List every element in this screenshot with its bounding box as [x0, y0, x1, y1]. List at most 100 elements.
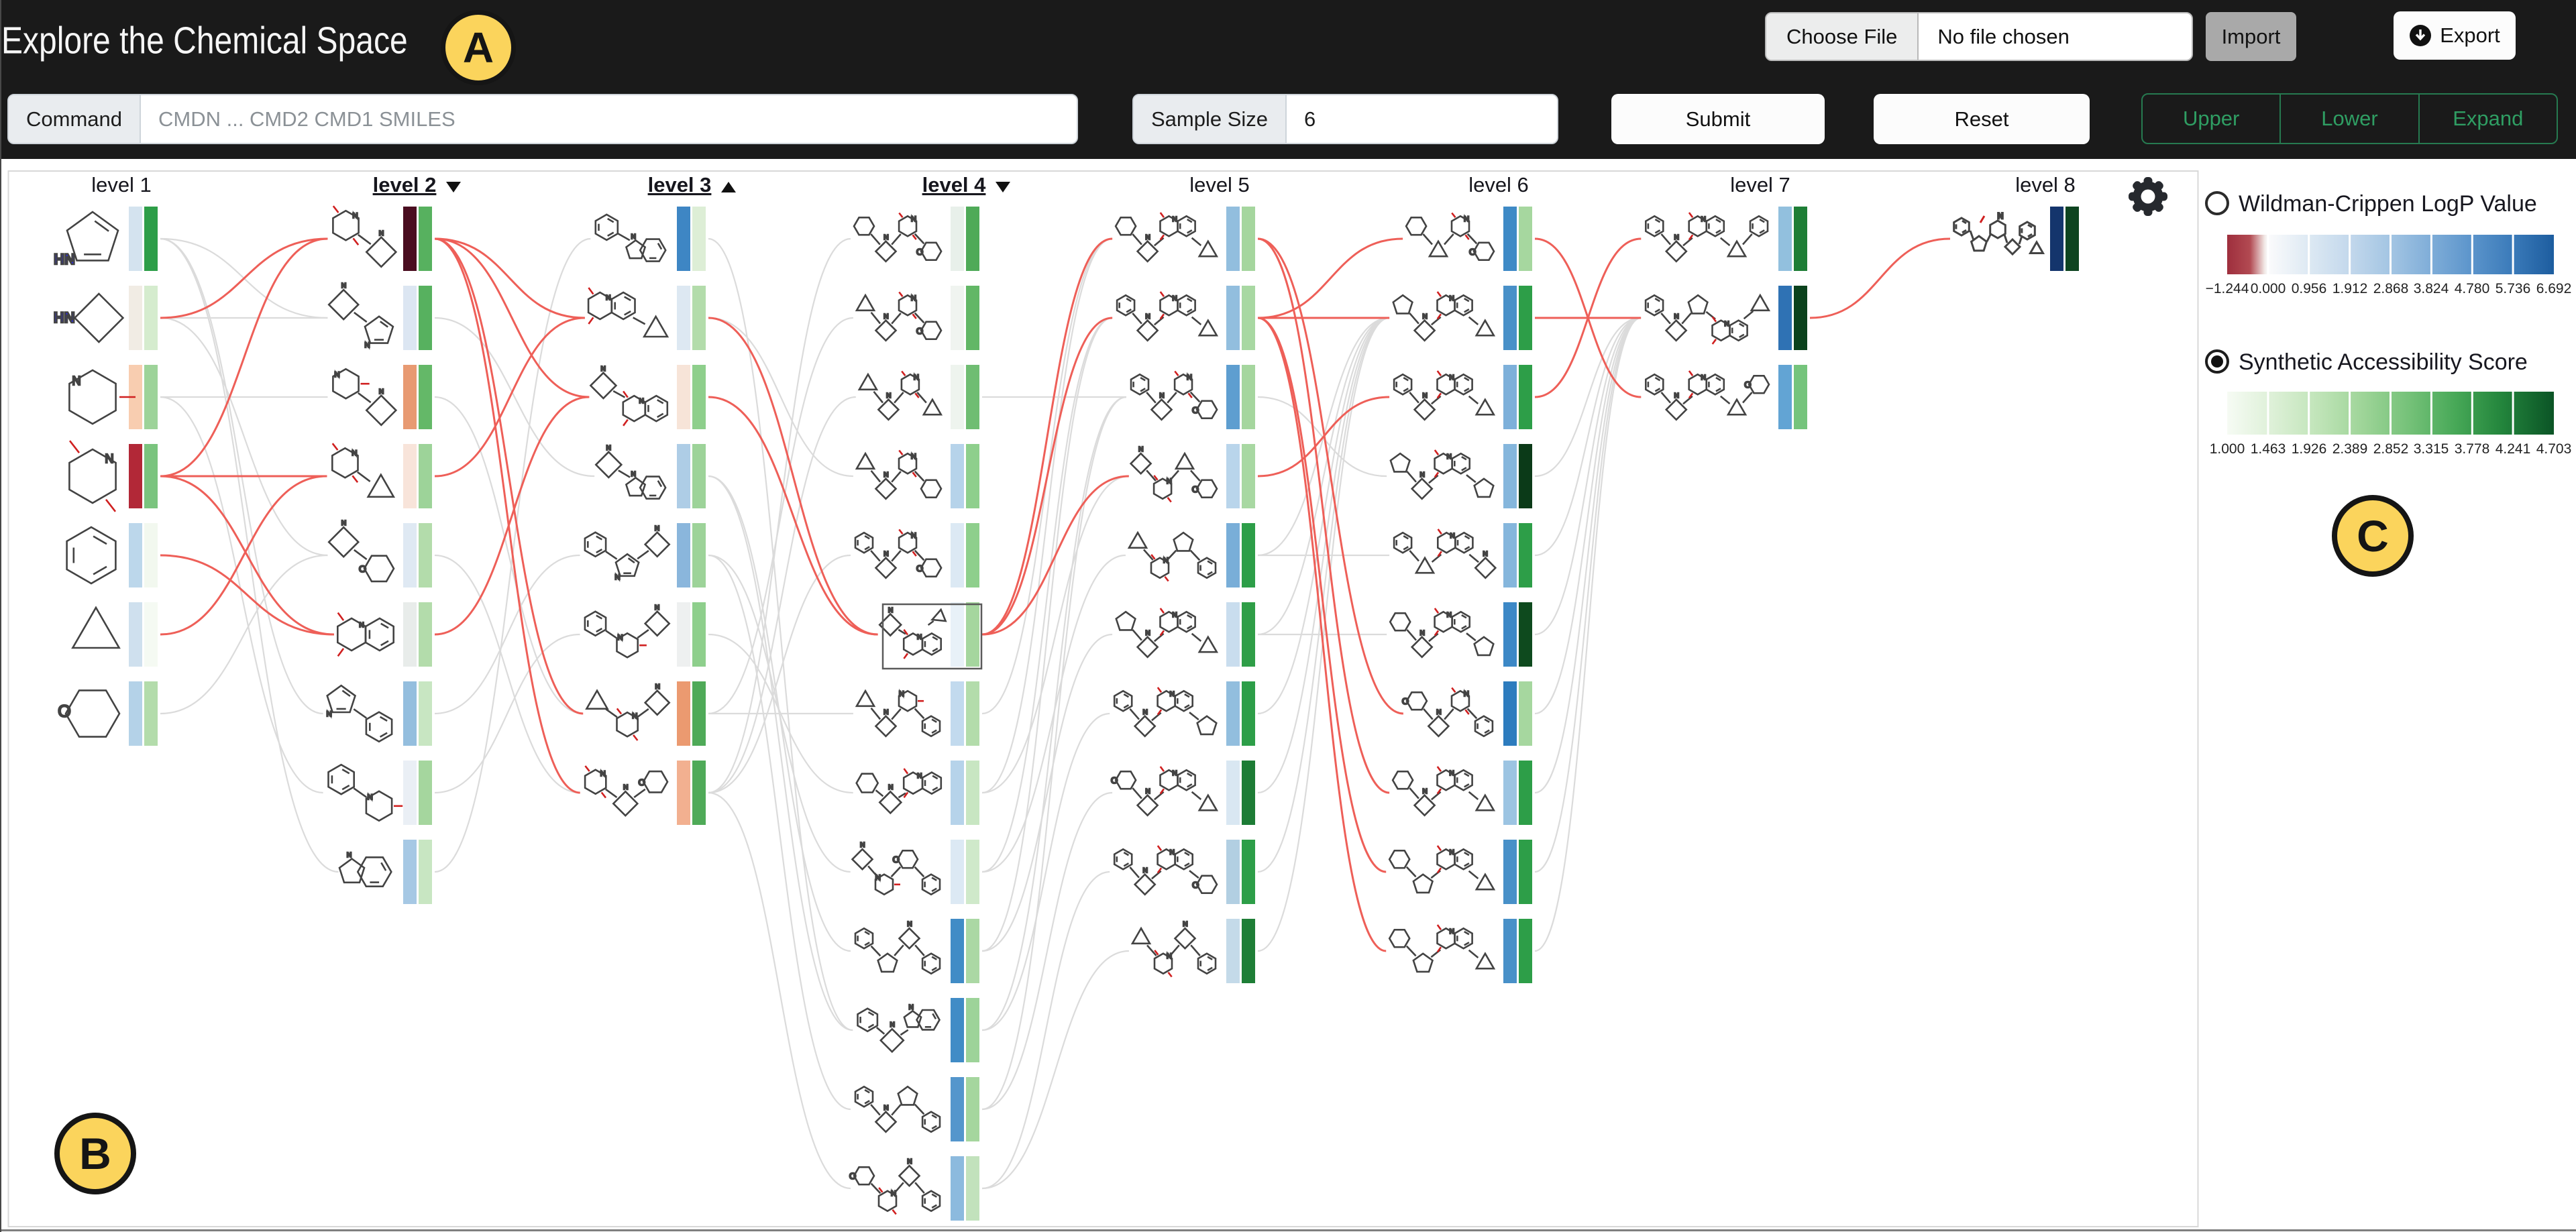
svg-text:N: N [1145, 788, 1150, 795]
svg-text:O: O [359, 563, 366, 574]
svg-text:level 3: level 3 [648, 173, 712, 197]
svg-text:level 5: level 5 [1189, 173, 1250, 197]
svg-text:N: N [655, 525, 659, 533]
svg-text:N: N [911, 215, 916, 223]
svg-text:N: N [655, 683, 660, 691]
svg-text:O: O [1744, 380, 1751, 390]
svg-text:O: O [849, 1171, 856, 1181]
svg-text:N: N [327, 710, 332, 718]
svg-text:2.852: 2.852 [2373, 441, 2409, 457]
svg-text:N: N [1449, 295, 1454, 302]
svg-text:N: N [352, 449, 357, 457]
svg-text:Synthetic Accessibility Score: Synthetic Accessibility Score [2239, 349, 2528, 375]
svg-text:N: N [917, 773, 922, 780]
svg-text:0.000: 0.000 [2251, 281, 2286, 296]
svg-text:5.736: 5.736 [2496, 281, 2531, 296]
svg-text:N: N [1450, 849, 1454, 856]
svg-text:−1.244: −1.244 [2206, 281, 2249, 296]
svg-text:N: N [623, 784, 628, 791]
svg-text:N: N [883, 1105, 888, 1112]
svg-text:N: N [1170, 849, 1175, 856]
svg-text:N: N [909, 1004, 914, 1011]
svg-text:C: C [2357, 511, 2389, 561]
svg-text:N: N [1420, 630, 1425, 637]
svg-text:N: N [860, 842, 865, 849]
svg-text:N: N [1170, 691, 1175, 698]
svg-text:N: N [639, 398, 644, 405]
svg-text:O: O [1402, 696, 1409, 706]
svg-text:N: N [1674, 313, 1678, 321]
svg-text:N: N [1172, 612, 1177, 619]
svg-text:N: N [606, 445, 611, 452]
svg-text:O: O [916, 247, 923, 257]
svg-text:N: N [365, 341, 370, 349]
svg-text:O: O [1192, 880, 1199, 890]
svg-text:level 7: level 7 [1730, 173, 1790, 197]
svg-text:N: N [890, 1021, 895, 1029]
svg-text:1.926: 1.926 [2292, 441, 2327, 457]
svg-text:N: N [615, 573, 621, 581]
svg-text:O: O [1192, 405, 1199, 415]
svg-text:N: N [1159, 392, 1164, 400]
svg-text:O: O [1111, 775, 1118, 785]
svg-text:N: N [1464, 690, 1469, 698]
svg-text:N: N [917, 634, 922, 641]
svg-text:N: N [1163, 557, 1169, 565]
svg-text:1.000: 1.000 [2210, 441, 2245, 457]
svg-text:N: N [891, 1190, 896, 1198]
svg-text:N: N [883, 313, 888, 321]
svg-text:N: N [883, 471, 888, 479]
svg-text:N: N [1420, 471, 1425, 479]
svg-text:3.778: 3.778 [2455, 441, 2490, 457]
svg-text:6.692: 6.692 [2536, 281, 2572, 296]
svg-text:N: N [1183, 921, 1187, 928]
svg-text:N: N [353, 212, 358, 220]
svg-text:N: N [883, 234, 888, 241]
svg-text:2.868: 2.868 [2373, 281, 2409, 296]
svg-text:Wildman-Crippen LogP Value: Wildman-Crippen LogP Value [2239, 191, 2537, 217]
svg-text:1.463: 1.463 [2251, 441, 2286, 457]
svg-text:N: N [1724, 321, 1729, 328]
svg-text:N: N [359, 622, 364, 629]
svg-text:N: N [1167, 952, 1172, 960]
svg-text:N: N [632, 712, 637, 720]
svg-text:N: N [1145, 313, 1150, 321]
svg-text:N: N [1138, 446, 1143, 453]
svg-text:N: N [1483, 551, 1487, 558]
svg-text:O: O [1192, 484, 1199, 494]
svg-text:level 8: level 8 [2015, 173, 2076, 197]
svg-text:N: N [1998, 211, 2004, 221]
svg-text:N: N [1172, 295, 1177, 302]
svg-text:N: N [911, 453, 916, 461]
svg-text:N: N [1172, 770, 1177, 777]
svg-text:B: B [79, 1129, 111, 1178]
svg-text:N: N [914, 374, 919, 382]
svg-text:N: N [1422, 392, 1427, 400]
svg-text:N: N [1447, 453, 1452, 461]
svg-text:N: N [1701, 374, 1706, 382]
svg-text:N: N [1422, 788, 1427, 795]
svg-text:N: N [655, 604, 659, 612]
svg-text:N: N [886, 392, 891, 400]
svg-text:N: N [1422, 313, 1427, 321]
svg-text:O: O [1469, 247, 1476, 257]
svg-text:N: N [1145, 234, 1150, 241]
svg-text:N: N [1464, 215, 1469, 223]
svg-text:N: N [368, 793, 373, 801]
svg-text:N: N [1450, 928, 1454, 936]
svg-text:N: N [601, 366, 606, 373]
svg-text:O: O [893, 854, 900, 864]
svg-text:N: N [1674, 234, 1679, 241]
svg-text:N: N [379, 230, 384, 237]
svg-text:N: N [1436, 709, 1441, 716]
svg-text:N: N [1143, 867, 1148, 875]
svg-text:level 6: level 6 [1468, 173, 1529, 197]
svg-text:N: N [1449, 770, 1454, 777]
svg-text:N: N [335, 371, 340, 379]
svg-text:HN: HN [54, 309, 75, 326]
svg-text:level 2: level 2 [373, 173, 437, 197]
svg-text:4.703: 4.703 [2536, 441, 2572, 457]
svg-text:N: N [600, 770, 606, 778]
svg-text:O: O [58, 702, 70, 721]
svg-text:N: N [875, 874, 881, 882]
